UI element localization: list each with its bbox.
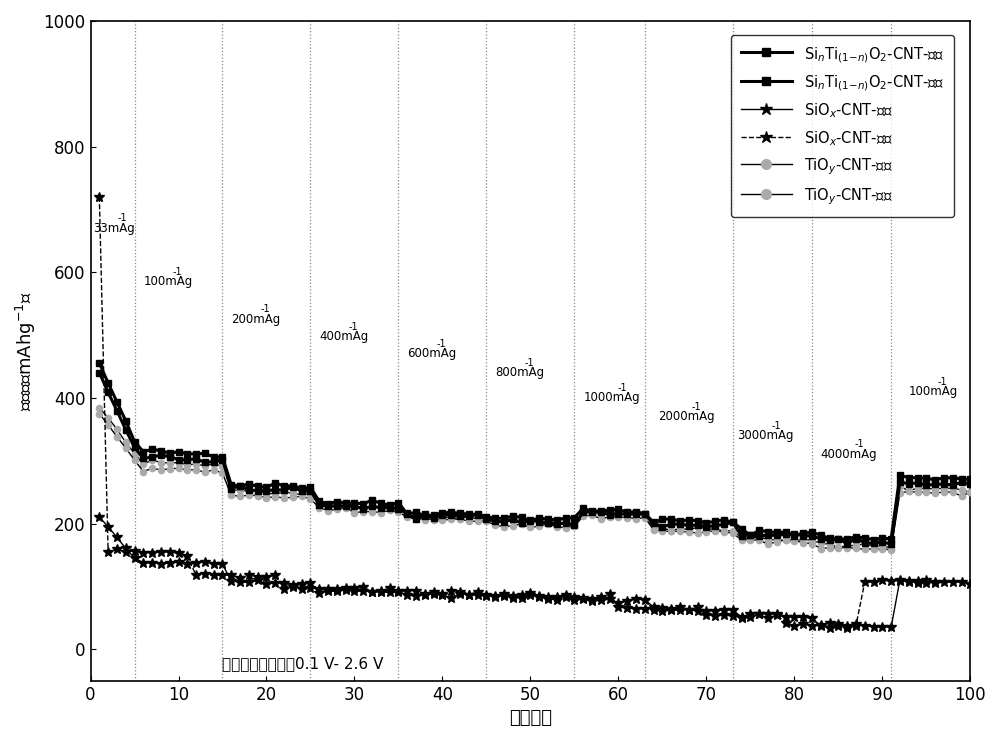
Y-axis label: 比容量（mAhg$^{-1}$）: 比容量（mAhg$^{-1}$） [14,291,38,411]
Text: 充放电电压范围：0.1 V- 2.6 V: 充放电电压范围：0.1 V- 2.6 V [222,656,384,671]
Text: -1: -1 [617,383,627,393]
Text: 33mAg: 33mAg [93,222,135,235]
X-axis label: 循环次数: 循环次数 [509,709,552,727]
Text: 4000mAg: 4000mAg [821,448,877,461]
Text: -1: -1 [692,402,701,412]
Text: -1: -1 [524,358,534,368]
Text: -1: -1 [855,439,864,450]
Text: -1: -1 [771,421,781,431]
Text: 200mAg: 200mAg [231,313,281,325]
Legend: Si$_n$Ti$_{(1\!-\!n)}$O$_2$-CNT-充电, Si$_n$Ti$_{(1\!-\!n)}$O$_2$-CNT-放电, SiO$_x$-: Si$_n$Ti$_{(1\!-\!n)}$O$_2$-CNT-充电, Si$_… [731,35,954,217]
Text: 600mAg: 600mAg [407,348,456,360]
Text: 800mAg: 800mAg [495,366,544,379]
Text: -1: -1 [260,305,270,314]
Text: 100mAg: 100mAg [909,385,958,398]
Text: 100mAg: 100mAg [143,275,193,288]
Text: -1: -1 [348,322,358,332]
Text: 1000mAg: 1000mAg [583,391,640,404]
Text: -1: -1 [436,339,446,349]
Text: -1: -1 [172,267,182,276]
Text: 2000mAg: 2000mAg [658,410,715,423]
Text: -1: -1 [117,213,127,223]
Text: 400mAg: 400mAg [319,330,369,343]
Text: 3000mAg: 3000mAg [737,429,794,442]
Text: -1: -1 [938,376,947,387]
